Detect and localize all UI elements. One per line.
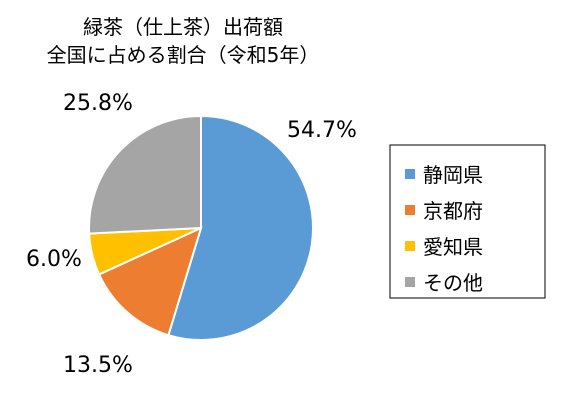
chart-subtitle: 全国に占める割合（令和5年） <box>47 43 320 67</box>
data-label-1: 54.7% <box>287 118 357 143</box>
pie-slices <box>88 114 314 341</box>
legend-label-1: 静岡県 <box>423 163 483 187</box>
pie-slice-4 <box>88 114 202 235</box>
data-label-4: 25.8% <box>63 91 133 116</box>
legend-label-4: その他 <box>423 271 483 295</box>
legend-swatch-4 <box>405 277 415 287</box>
legend-swatch-1 <box>405 169 415 179</box>
legend-label-3: 愛知県 <box>423 235 483 259</box>
data-label-3: 6.0% <box>26 247 82 272</box>
legend-box <box>389 144 546 299</box>
data-label-2: 13.5% <box>63 353 133 378</box>
chart-title: 緑茶（仕上茶）出荷額 <box>83 15 283 39</box>
data-labels: 54.7% 13.5% 6.0% 25.8% <box>26 91 357 378</box>
pie-slice-1 <box>167 114 314 341</box>
legend-swatch-3 <box>405 241 415 251</box>
pie-slice-2 <box>97 226 203 337</box>
legend-label-2: 京都府 <box>423 199 483 223</box>
legend-swatch-2 <box>405 205 415 215</box>
